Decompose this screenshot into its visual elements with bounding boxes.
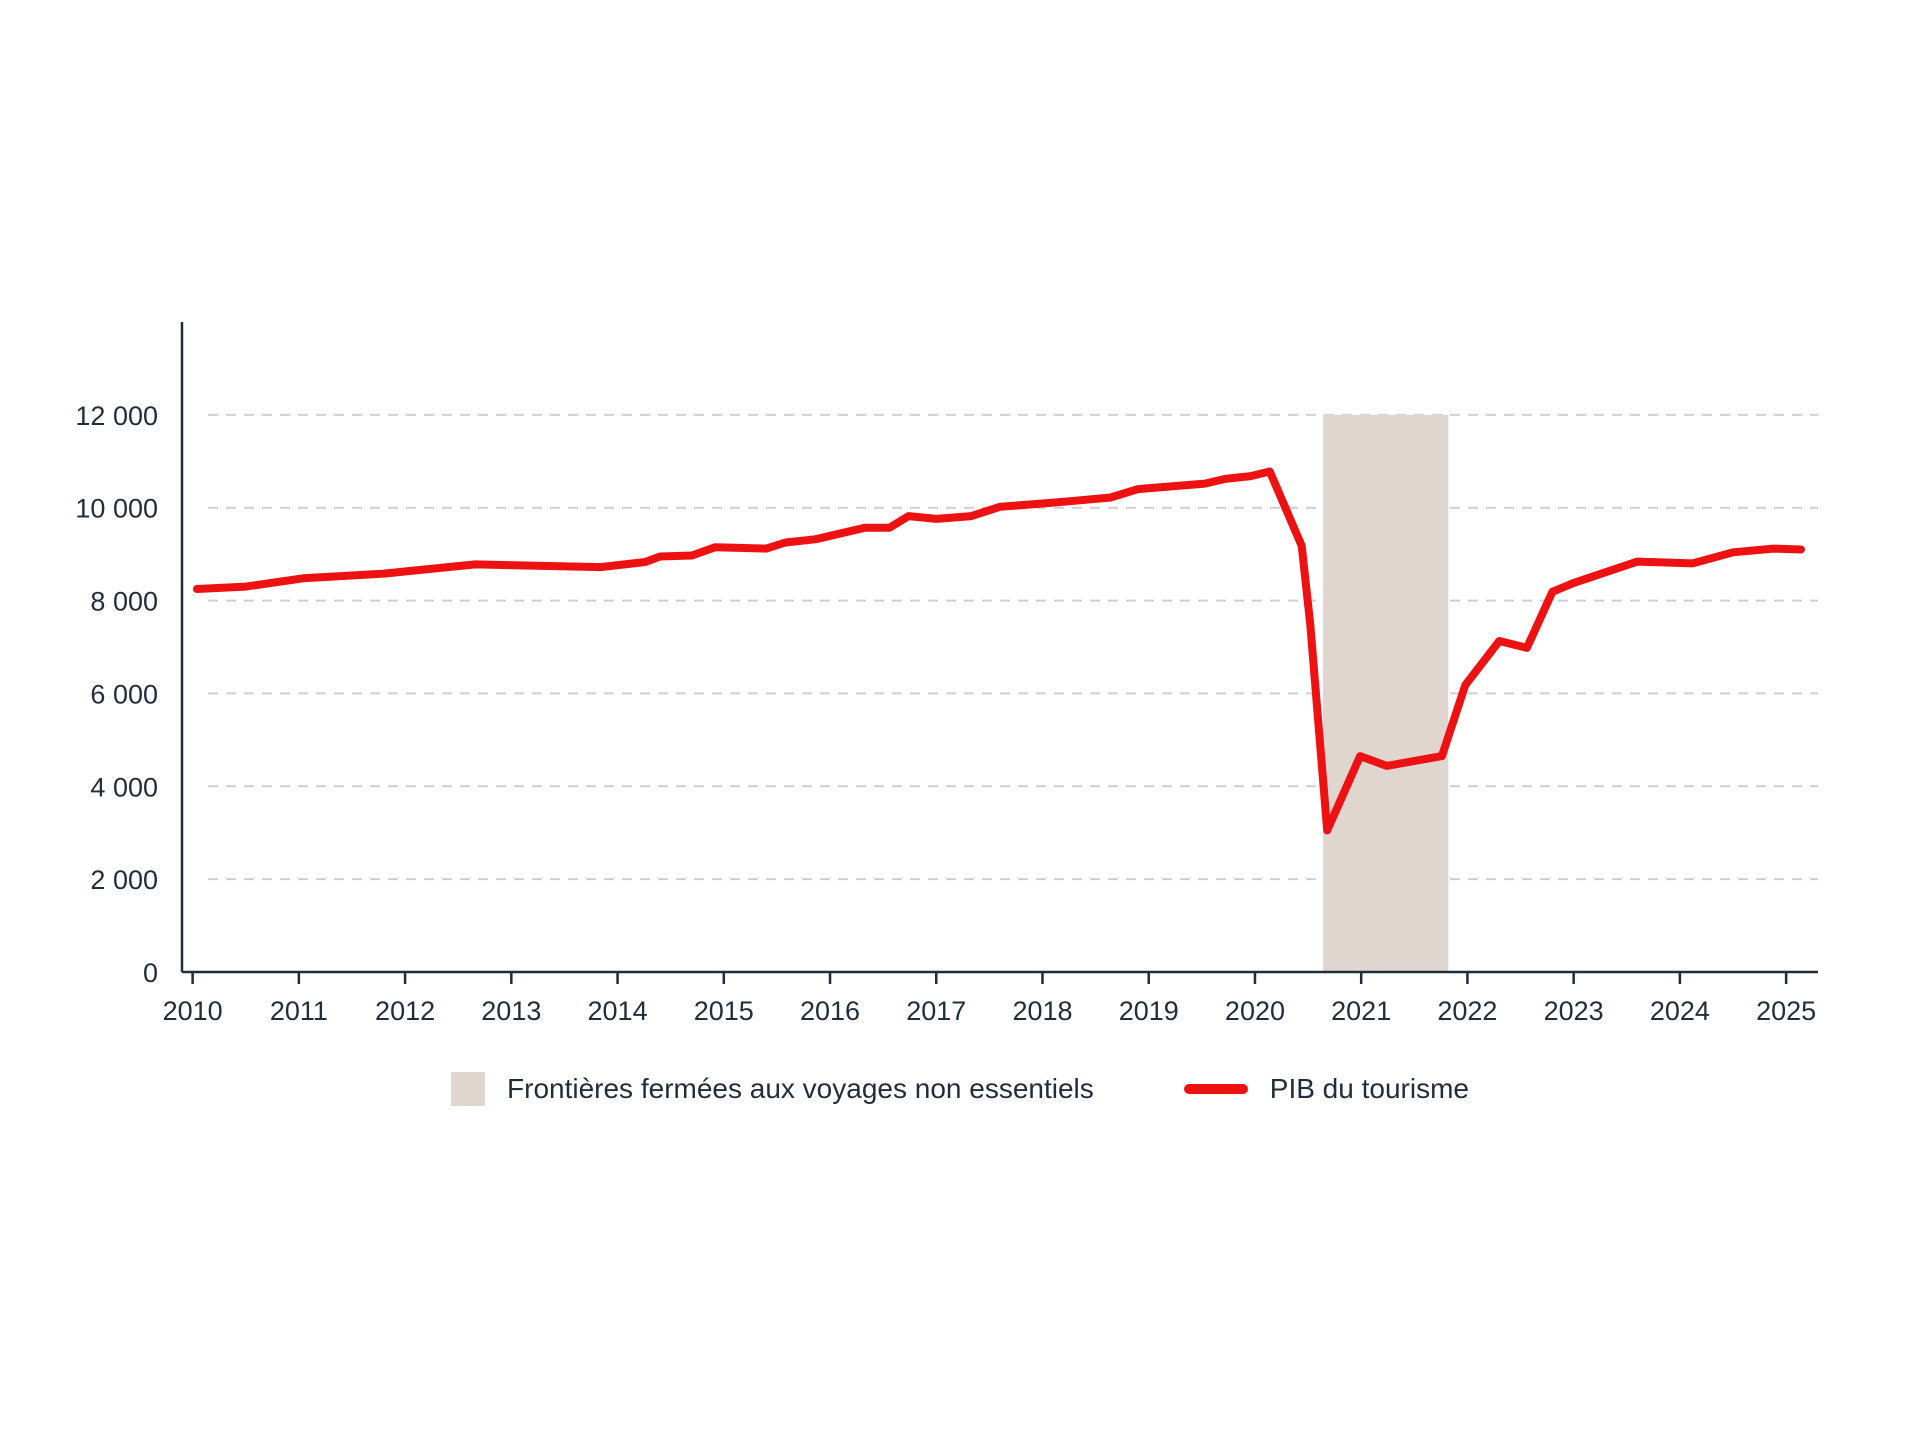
x-tick-label: 2014 [588, 996, 648, 1026]
x-tick-label: 2024 [1650, 996, 1710, 1026]
legend-item-borders-closed: Frontières fermées aux voyages non essen… [451, 1072, 1094, 1106]
x-tick-label: 2021 [1331, 996, 1391, 1026]
y-tick-label: 12 000 [75, 401, 158, 431]
y-tick-label: 10 000 [75, 494, 158, 524]
y-tick-label: 6 000 [90, 679, 158, 709]
y-tick-label: 2 000 [90, 865, 158, 895]
x-tick-label: 2013 [481, 996, 541, 1026]
x-tick-label: 2011 [270, 996, 328, 1026]
y-tick-label: 8 000 [90, 587, 158, 617]
x-tick-label: 2017 [906, 996, 966, 1026]
shaded-region-layer [1322, 414, 1449, 972]
x-tick-label: 2023 [1544, 996, 1604, 1026]
axes [180, 322, 1818, 974]
legend-label-tourism-gdp: PIB du tourisme [1269, 1073, 1469, 1104]
x-tick-label: 2019 [1119, 996, 1179, 1026]
legend-swatch-shaded [451, 1072, 486, 1106]
y-axis-ticks: 0 2 000 4 000 6 000 8 000 10 000 12 000 [75, 401, 158, 988]
y-tick-label: 0 [143, 958, 158, 988]
legend-label-borders-closed: Frontières fermées aux voyages non essen… [507, 1073, 1094, 1104]
legend-item-tourism-gdp: PIB du tourisme [1183, 1073, 1469, 1105]
gridlines [208, 413, 1818, 881]
shaded-region-borders-closed [1322, 414, 1449, 972]
legend: Frontières fermées aux voyages non essen… [0, 1072, 1920, 1106]
x-tick-label: 2012 [375, 996, 435, 1026]
series-layer [192, 467, 1805, 835]
x-tick-label: 2016 [800, 996, 860, 1026]
legend-swatch-line [1183, 1084, 1248, 1094]
x-tick-label: 2018 [1012, 996, 1072, 1026]
x-tick-label: 2010 [163, 996, 223, 1026]
x-tick-label: 2015 [694, 996, 754, 1026]
x-tick-label: 2025 [1756, 996, 1816, 1026]
x-tick-label: 2020 [1225, 996, 1285, 1026]
x-axis-ticks: 2010 2011 2012 2013 2014 2015 2016 2017 2018 2019… [163, 972, 1816, 1026]
series-line-tourism-gdp [192, 467, 1805, 835]
y-tick-label: 4 000 [90, 772, 158, 802]
x-tick-label: 2022 [1437, 996, 1497, 1026]
